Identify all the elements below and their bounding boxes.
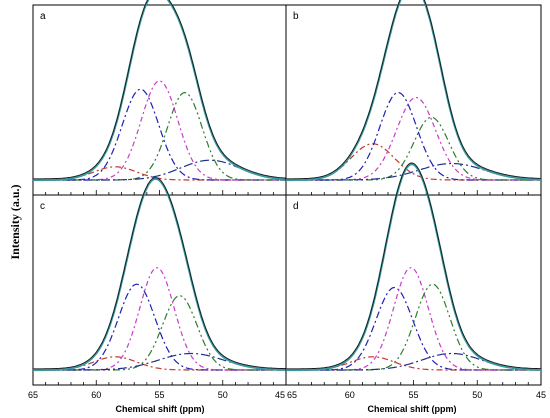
x-tick-label: 55 xyxy=(408,390,418,400)
peak-3-curve xyxy=(286,96,541,181)
panel-b: b xyxy=(285,0,542,196)
panel-frame xyxy=(32,4,287,196)
peak-2-curve xyxy=(286,91,541,181)
panel-label: a xyxy=(40,11,46,22)
peak-2-curve xyxy=(286,286,541,371)
panel-c: c 65 60 55 50 45 xyxy=(28,177,287,400)
x-tick-label: 45 xyxy=(275,390,285,400)
envelope-fit-curve xyxy=(286,0,541,182)
envelope-experimental-curve xyxy=(286,162,541,370)
envelope-fit-curve xyxy=(33,177,286,372)
envelope-experimental-curve xyxy=(33,177,286,370)
panel-label: b xyxy=(293,11,299,22)
x-axis-title-right: Chemical shift (ppm) xyxy=(367,404,456,414)
envelope-fit-curve xyxy=(286,163,541,372)
y-axis-title: Intensity (a.u.) xyxy=(8,184,22,259)
x-tick-label: 50 xyxy=(472,390,482,400)
peak-2-curve xyxy=(33,88,286,181)
panels: a b c 65 60 55 50 45 d 65 60 55 50 45 xyxy=(28,0,546,400)
x-tick-label: 45 xyxy=(536,390,546,400)
panel-d: d 65 60 55 50 45 xyxy=(285,162,546,400)
peak-5-curve xyxy=(33,159,287,181)
envelope-experimental-curve xyxy=(33,0,287,180)
panel-frame xyxy=(285,4,542,196)
envelope-fit-curve xyxy=(33,0,287,182)
x-tick-label: 60 xyxy=(345,390,355,400)
x-tick-label: 65 xyxy=(28,390,38,400)
x-tick-label: 55 xyxy=(154,390,164,400)
x-axis-title-left: Chemical shift (ppm) xyxy=(115,404,204,414)
peak-3-curve xyxy=(33,80,286,181)
envelope-experimental-curve xyxy=(286,0,541,180)
x-tick-label: 50 xyxy=(218,390,228,400)
peak-5-curve xyxy=(33,352,286,371)
peak-3-curve xyxy=(33,267,286,371)
panel-a: a xyxy=(32,0,287,196)
peak-2-curve xyxy=(33,283,286,371)
x-tick-label: 65 xyxy=(287,390,297,400)
x-tick-label: 60 xyxy=(91,390,101,400)
peak-4-curve xyxy=(33,295,286,371)
peak-3-curve xyxy=(286,267,541,371)
peak-4-curve xyxy=(33,91,286,181)
peak-5-curve xyxy=(286,162,541,181)
panel-label: d xyxy=(293,201,299,212)
panel-frame xyxy=(285,194,542,386)
peak-4-curve xyxy=(286,116,541,181)
panel-frame xyxy=(32,194,287,386)
peak-4-curve xyxy=(286,283,541,371)
panel-label: c xyxy=(40,201,45,212)
